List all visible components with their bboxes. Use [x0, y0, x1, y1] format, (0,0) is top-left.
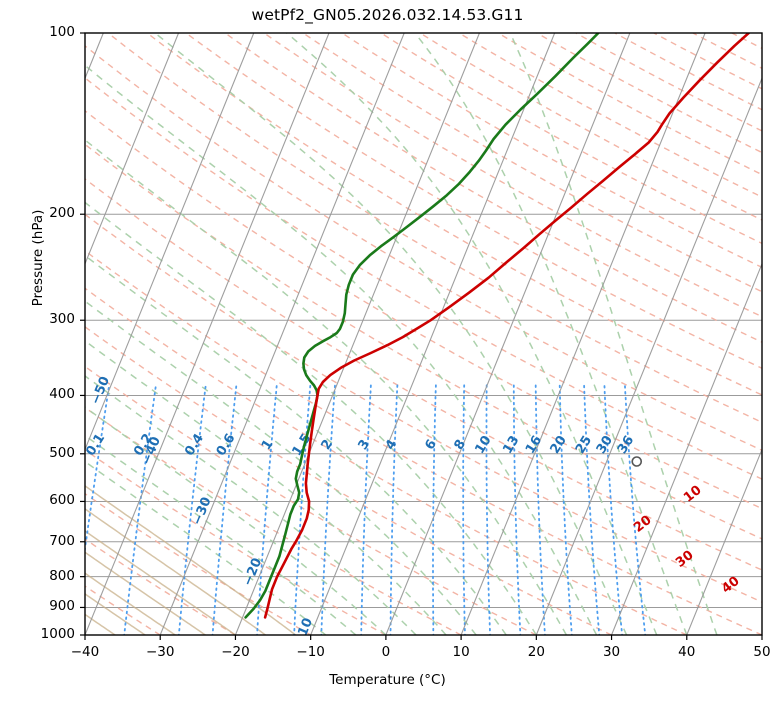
x-tick-label: −30 — [145, 644, 175, 660]
svg-text:6: 6 — [422, 437, 440, 453]
svg-text:13: 13 — [500, 433, 522, 456]
y-tick-label: 700 — [49, 532, 75, 549]
svg-text:1: 1 — [259, 437, 277, 453]
svg-text:8: 8 — [452, 437, 470, 453]
x-axis-label: Temperature (°C) — [329, 672, 446, 688]
svg-text:−50: −50 — [88, 374, 113, 406]
x-tick-label: −20 — [221, 644, 250, 660]
y-tick-label: 300 — [49, 311, 75, 328]
x-tick-label: 10 — [452, 644, 470, 660]
y-tick-label: 500 — [49, 444, 75, 461]
svg-text:0.1: 0.1 — [83, 431, 108, 458]
y-tick-label: 400 — [49, 386, 75, 403]
svg-text:25: 25 — [573, 433, 595, 456]
svg-text:0.6: 0.6 — [214, 431, 239, 458]
y-tick-label: 600 — [49, 492, 75, 509]
svg-text:3: 3 — [356, 437, 374, 453]
x-tick-label: 50 — [753, 644, 771, 660]
x-tick-label: −10 — [296, 644, 325, 660]
svg-text:20: 20 — [548, 433, 570, 456]
svg-text:0.4: 0.4 — [182, 431, 207, 458]
svg-text:36: 36 — [615, 433, 637, 456]
parcel-marker — [631, 456, 643, 467]
x-tick-label: 30 — [602, 644, 621, 660]
x-tick-label: 40 — [678, 644, 696, 660]
svg-text:30: 30 — [594, 433, 616, 456]
x-tick-label: 0 — [381, 644, 391, 660]
y-tick-label: 100 — [49, 24, 75, 40]
x-tick-label: −40 — [70, 644, 100, 660]
y-tick-label: 900 — [49, 598, 75, 615]
svg-text:40: 40 — [719, 574, 742, 597]
y-tick-label: 200 — [49, 205, 75, 222]
figure-title: wetPf2_GN05.2026.032.14.53.G11 — [251, 6, 524, 24]
svg-text:−30: −30 — [190, 495, 215, 527]
plot-frame — [84, 32, 763, 636]
y-tick-label: 1000 — [40, 626, 75, 642]
temperature-profile-curve — [263, 33, 750, 619]
dewpoint-profile-curve — [244, 33, 600, 619]
x-tick-label: 20 — [527, 644, 545, 660]
y-tick-label: 800 — [49, 567, 75, 584]
